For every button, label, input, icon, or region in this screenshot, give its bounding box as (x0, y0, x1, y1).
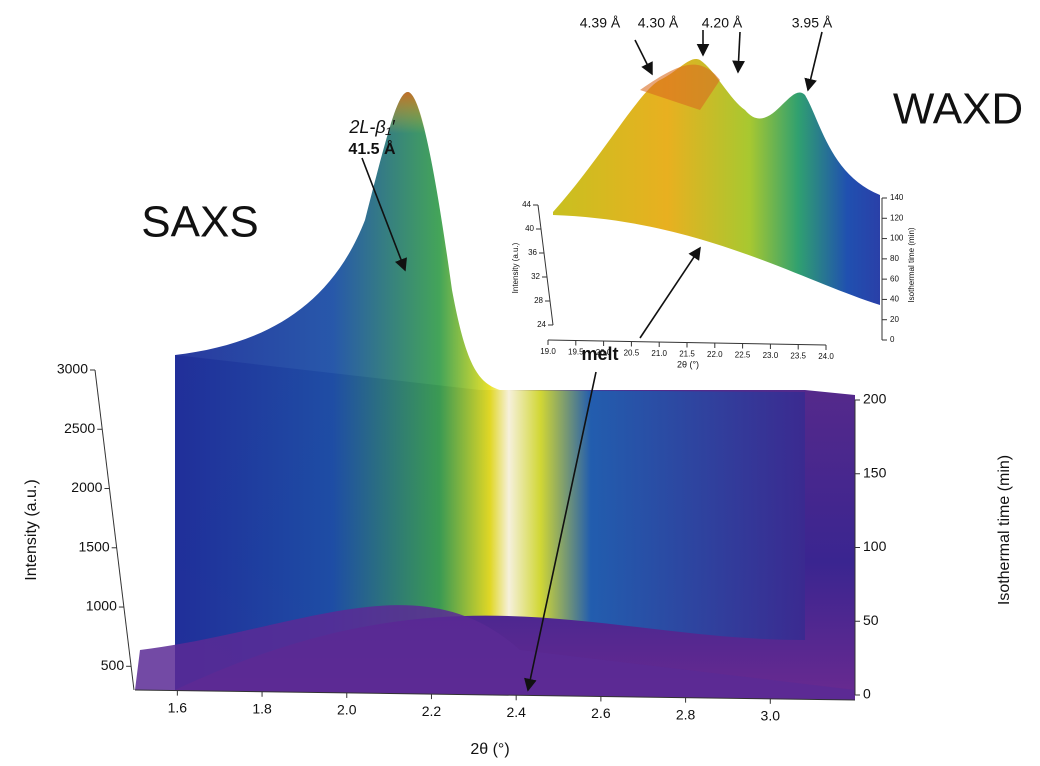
x-tick-label: 1.6 (168, 699, 188, 715)
annotation: 4.20 Å (702, 15, 743, 31)
y-axis-title: Intensity (a.u.) (23, 479, 40, 580)
x-tick-label: 19.0 (540, 347, 556, 356)
y-tick-label: 28 (534, 296, 543, 305)
y2-tick-label: 120 (890, 213, 904, 222)
x-tick-label: 22.5 (735, 351, 751, 360)
y-tick-label: 32 (531, 272, 540, 281)
y2-tick-label: 100 (863, 538, 887, 554)
annotation: 2L-β₁′ (348, 117, 395, 137)
y2-tick-label: 140 (890, 193, 904, 202)
y2-tick-label: 0 (863, 686, 871, 702)
y-tick-label: 44 (522, 200, 531, 209)
y-tick-label: 3000 (57, 361, 88, 377)
annotation: 41.5 Å (348, 139, 396, 158)
x-tick-label: 19.5 (568, 348, 584, 357)
y2-tick-label: 150 (863, 464, 887, 480)
x-tick-label: 24.0 (818, 352, 834, 361)
y-tick-label: 1000 (86, 598, 117, 614)
y2-tick-label: 100 (890, 234, 904, 243)
annotation: 4.39 Å (580, 15, 621, 31)
x-tick-label: 23.0 (763, 351, 779, 360)
x-axis-title: 2θ (°) (677, 359, 699, 369)
x-tick-label: 22.0 (707, 350, 723, 359)
y-tick-label: 24 (537, 320, 546, 329)
annotation: 3.95 Å (792, 15, 833, 31)
y-axis (537, 204, 554, 326)
panel-label: WAXD (893, 85, 1023, 134)
saxs-surface (135, 92, 855, 700)
y2-tick-label: 40 (890, 295, 899, 304)
arrows (361, 30, 823, 692)
y2-tick-label: 20 (890, 315, 899, 324)
y-tick-label: 2500 (64, 420, 95, 436)
x-tick-label: 2.2 (422, 703, 442, 719)
y2-axis-title: Isothermal time (min) (996, 455, 1013, 605)
y-tick-label: 500 (101, 657, 125, 673)
x-tick-label: 20.5 (624, 349, 640, 358)
x-axis (134, 689, 856, 701)
y-tick-label: 40 (525, 224, 534, 233)
x-tick-label: 23.5 (790, 352, 806, 361)
x-tick-label: 2.8 (676, 706, 696, 722)
y-tick-label: 2000 (71, 479, 102, 495)
x-axis-title: 2θ (°) (470, 741, 509, 758)
y2-tick-label: 60 (890, 274, 899, 283)
panel-label: SAXS (141, 198, 258, 247)
y-tick-label: 36 (528, 248, 537, 257)
x-tick-label: 2.6 (591, 705, 611, 721)
y2-tick-label: 50 (863, 612, 879, 628)
annotation: melt (581, 344, 618, 364)
annotation: 4.30 Å (638, 15, 679, 31)
x-tick-label: 1.8 (252, 700, 272, 716)
x-tick-label: 2.0 (337, 702, 357, 718)
waxd-surface (553, 59, 880, 305)
y-axis (94, 369, 135, 691)
x-tick-label: 21.5 (679, 350, 695, 359)
y2-tick-label: 80 (890, 254, 899, 263)
x-tick-label: 3.0 (761, 708, 781, 724)
y-axis-title: Intensity (a.u.) (511, 242, 520, 293)
y-tick-label: 1500 (79, 538, 110, 554)
y2-axis-title: Isothermal time (min) (907, 227, 916, 302)
y2-tick-label: 0 (890, 335, 895, 344)
x-tick-label: 21.0 (651, 349, 667, 358)
y2-tick-label: 200 (863, 391, 887, 407)
x-tick-label: 20.0 (596, 348, 612, 357)
x-tick-label: 2.4 (506, 704, 526, 720)
